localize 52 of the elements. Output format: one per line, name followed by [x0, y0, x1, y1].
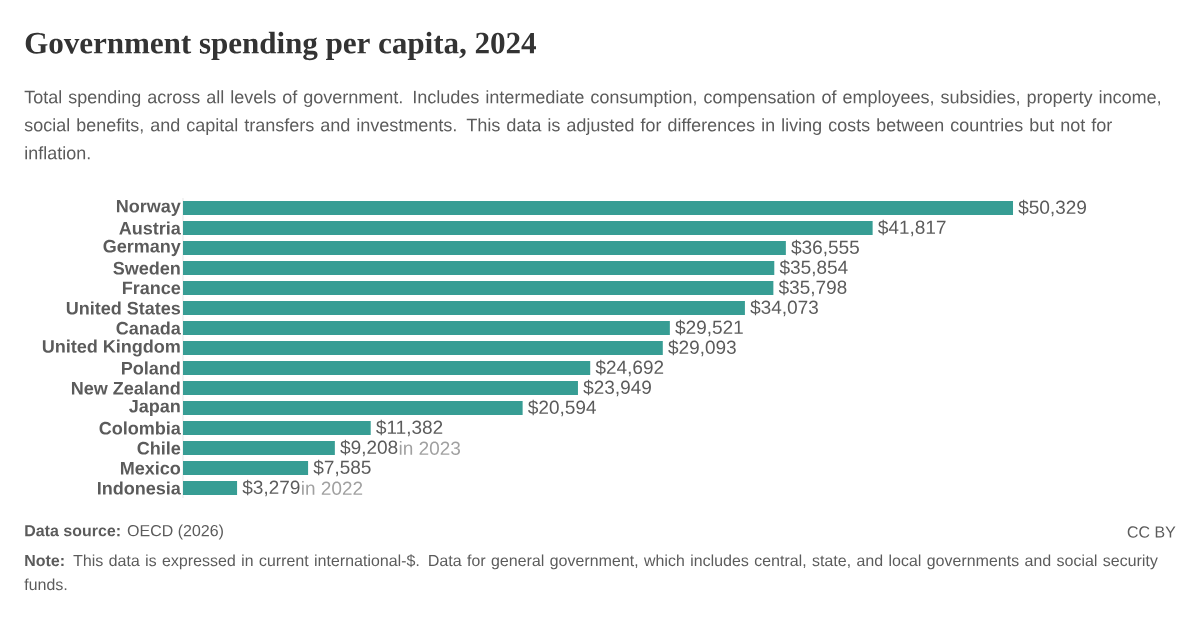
y-tick-label: Sweden [113, 261, 180, 275]
y-tick-label: United States [66, 301, 181, 315]
bar [183, 281, 774, 295]
chart-title: Government spending per capita, 2024 [25, 31, 536, 61]
text: Note: This data is expressed in current international-$. Data for general government, which includes central, state, and local governments and social security funds. [24, 554, 1158, 591]
bar [183, 321, 670, 335]
data-label: $20,594 [528, 399, 596, 417]
text: Data source: OECD (2026) [25, 524, 223, 540]
bar [183, 241, 786, 255]
data-label: $23,949 [583, 379, 651, 397]
y-tick-label: Japan [129, 399, 180, 417]
bar [183, 381, 578, 395]
chart-subtitle: Total spending across all levels of government. Includes intermediate consumption, compensation of employees, subsidies, property income, social benefits, and capital transfers and investments. This data is adjusted for differences in living costs between countries but not for inflation. [24, 90, 1160, 160]
data-label: $36,555 [791, 239, 859, 257]
bar [183, 421, 371, 435]
y-tick-label: Austria [119, 221, 181, 235]
y-tick-label: New Zealand [71, 381, 180, 395]
data-label: $24,692 [595, 359, 664, 377]
annotation: in 2023 [399, 441, 461, 455]
bar [183, 301, 745, 315]
bar [183, 461, 309, 475]
y-tick-label: Germany [103, 239, 181, 257]
data-label: $50,329 [1018, 199, 1086, 217]
bar [183, 481, 238, 495]
y-tick-label: Colombia [99, 421, 181, 435]
y-tick-label: Mexico [120, 461, 181, 475]
y-tick-label: United Kingdom [42, 339, 180, 357]
y-tick-label: Chile [137, 441, 181, 455]
y-tick-label: Norway [116, 199, 181, 217]
y-tick-label: Canada [116, 321, 181, 335]
bar [183, 201, 1014, 215]
data-label: $35,798 [778, 279, 847, 297]
bar [183, 221, 873, 235]
y-tick-label: France [122, 281, 181, 295]
bar [183, 401, 523, 415]
text: CC BY [1127, 526, 1176, 538]
data-label: $34,073 [750, 299, 818, 317]
data-label: $7,585 [313, 459, 371, 477]
data-label: $29,521 [675, 319, 743, 337]
annotation: in 2022 [302, 481, 363, 495]
y-tick-label: Indonesia [97, 481, 181, 495]
bar [183, 261, 775, 275]
bar [183, 341, 663, 355]
data-label: $3,279 [242, 479, 300, 497]
data-label: $35,854 [779, 259, 848, 277]
data-label: $29,093 [668, 339, 736, 357]
y-tick-label: Poland [122, 361, 180, 375]
data-label: $41,817 [878, 219, 946, 237]
data-label: $11,382 [376, 419, 443, 437]
data-label: $9,208 [340, 439, 398, 457]
bar [183, 441, 335, 455]
bar [183, 361, 591, 375]
